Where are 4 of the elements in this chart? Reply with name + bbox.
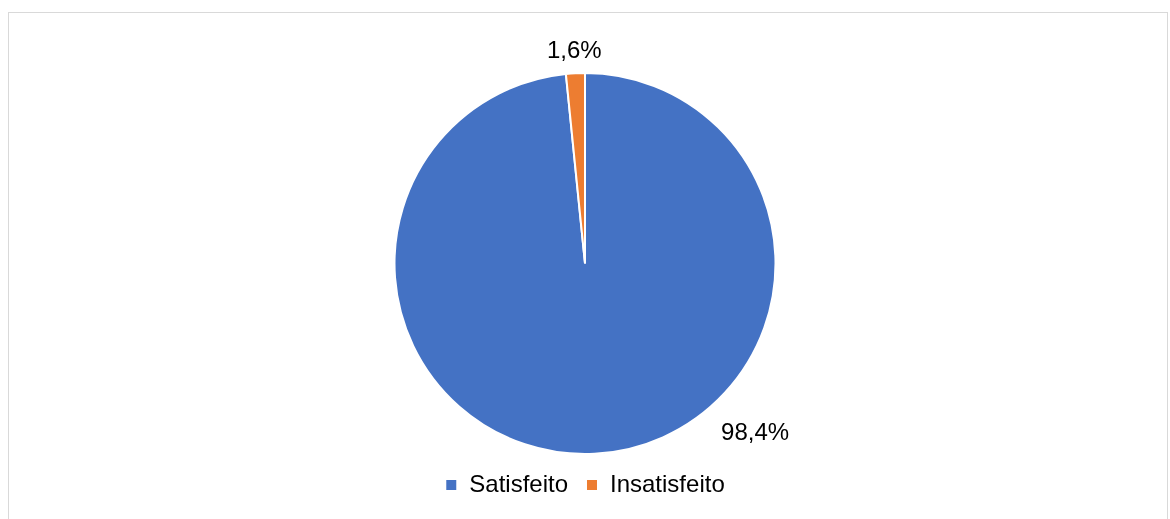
data-label: 98,4% — [721, 418, 790, 446]
data-label: 1,6% — [546, 35, 602, 63]
legend-label: Satisfeito — [469, 469, 568, 497]
legend-label: Insatisfeito — [610, 469, 725, 497]
